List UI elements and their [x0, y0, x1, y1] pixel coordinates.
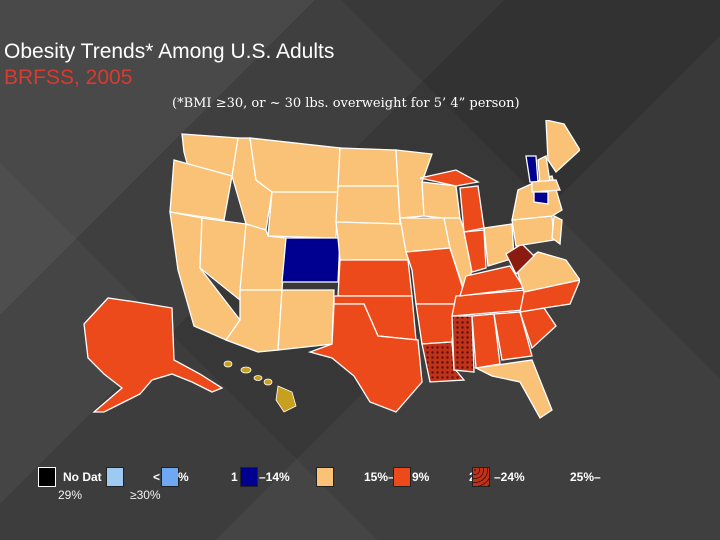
legend-swatch-tan — [316, 467, 334, 487]
legend-swatch-orange — [393, 467, 411, 487]
state-florida — [473, 359, 553, 419]
state-new-jersey — [551, 214, 563, 246]
state-montana — [249, 137, 341, 193]
state-georgia — [493, 311, 533, 361]
state-north-dakota — [337, 147, 399, 187]
state-vermont — [525, 155, 539, 183]
legend-label-pct: % — [178, 470, 189, 484]
state-kansas — [337, 259, 413, 297]
legend-swatch-light-blue — [106, 467, 124, 487]
state-alaska — [83, 297, 224, 413]
state-hawaii — [275, 385, 297, 413]
state-michigan-up — [419, 169, 480, 187]
legend-label-19: 9% — [412, 470, 430, 484]
state-pennsylvania — [511, 215, 555, 247]
state-colorado — [281, 237, 341, 283]
legend-label-29: 29% — [58, 488, 83, 502]
legend-label-1: 1 — [231, 470, 238, 484]
state-massachusetts — [531, 179, 561, 193]
slide-subtitle: BRFSS, 2005 — [4, 66, 133, 89]
legend-label-14: –14% — [259, 470, 290, 484]
state-connecticut — [533, 191, 549, 205]
state-iowa — [399, 217, 451, 253]
state-arkansas — [415, 303, 457, 345]
alaska-map — [83, 297, 224, 413]
state-wisconsin — [421, 181, 461, 219]
state-texas — [307, 303, 423, 413]
state-oregon — [169, 159, 233, 221]
legend-label-no-data: No Dat — [63, 470, 102, 484]
legend-label-24: –24% — [494, 470, 525, 484]
legend-swatch-no-data — [38, 467, 56, 487]
state-michigan — [459, 185, 485, 233]
state-new-mexico — [277, 289, 335, 351]
hawaii-map — [223, 360, 297, 413]
legend-label-lt: < — [153, 470, 161, 484]
state-west-virginia — [505, 243, 535, 276]
legend-swatch-navy — [240, 467, 258, 487]
state-nebraska — [335, 221, 409, 261]
state-louisiana — [421, 341, 466, 383]
state-mississippi — [451, 315, 475, 373]
state-south-dakota — [335, 185, 401, 225]
slide-title: Obesity Trends* Among U.S. Adults — [4, 40, 335, 63]
state-virginia — [515, 251, 580, 293]
state-wyoming — [267, 191, 339, 239]
state-indiana — [463, 229, 487, 273]
legend-swatch-dotted — [472, 467, 490, 487]
us-obesity-map — [169, 120, 580, 419]
legend-label-25: 25%– — [570, 470, 601, 484]
legend-swatch-blue — [161, 467, 179, 487]
legend-label-15: 15%– — [364, 470, 395, 484]
map-legend: No Dat < % 1 –14% 15%– 9% 2 –24% 25%– 29… — [0, 460, 720, 540]
legend-label-30: ≥30% — [130, 488, 161, 502]
state-maine — [545, 120, 580, 173]
bmi-footnote: (*BMI ≥30, or ~ 30 lbs. overweight for 5… — [172, 96, 520, 111]
